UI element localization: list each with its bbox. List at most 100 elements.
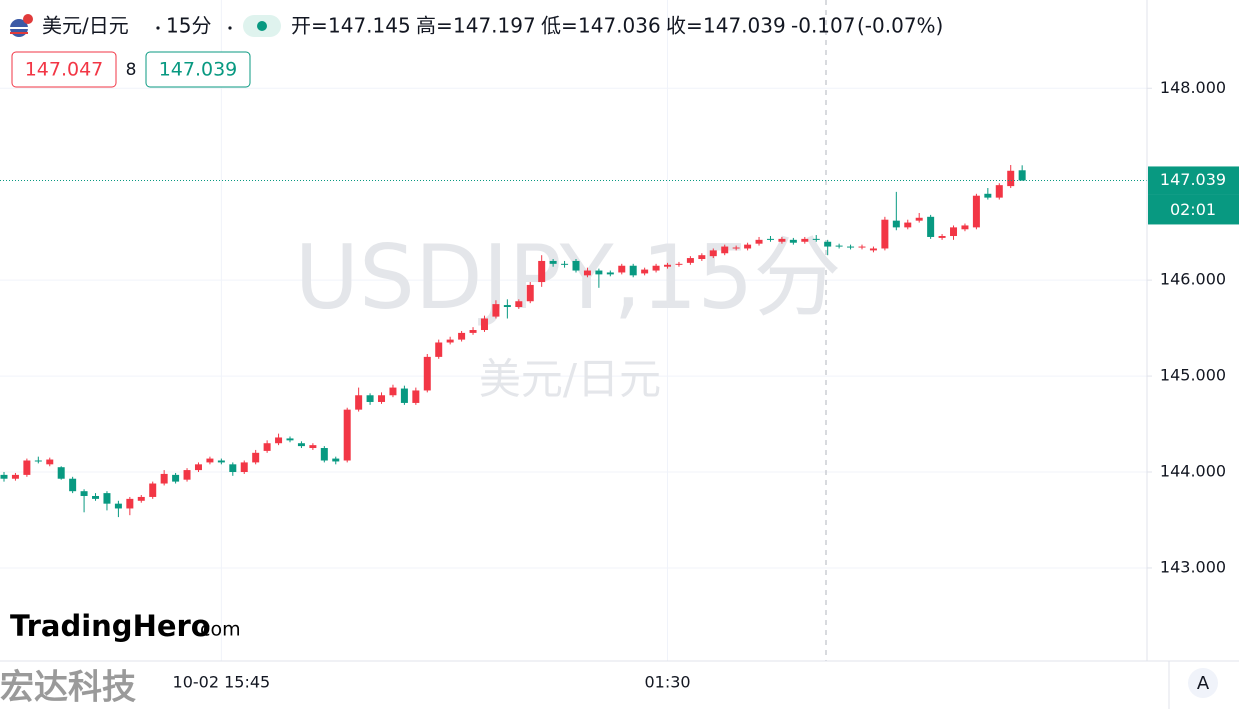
candle-body: [492, 304, 500, 317]
candle-body: [686, 258, 694, 263]
candle-body: [961, 225, 969, 230]
candle-body: [217, 460, 225, 463]
ohlc-value: 147.036: [578, 14, 661, 38]
candle-body: [34, 460, 42, 462]
candle-body: [835, 245, 843, 247]
candle-body: [366, 395, 374, 402]
ohlc-label: 低=: [541, 14, 578, 38]
y-tick-label: 143.000: [1160, 557, 1226, 576]
legend-header: 美元/日元 15分 开= 147.145 高= 147.197 低= 147.0…: [10, 14, 943, 38]
candle-body: [595, 270, 603, 275]
separator: [156, 26, 160, 30]
candle-body: [137, 496, 145, 501]
ohlc-value: 147.039: [703, 14, 786, 38]
candle-body: [606, 272, 614, 275]
y-tick-label: 144.000: [1160, 462, 1226, 481]
candle-body: [572, 260, 580, 271]
sell-price: 147.047: [25, 59, 104, 81]
price-axis: 143.000 144.000 145.000 146.000 148.000 10-02…: [173, 78, 1239, 692]
candle-body: [103, 493, 111, 504]
watermark-title: USDJPY,15分: [295, 226, 842, 329]
candle-body: [263, 443, 271, 451]
flag-badge: [23, 14, 33, 24]
candle-body: [309, 445, 317, 449]
candle-body: [286, 438, 294, 441]
candle-body: [915, 217, 923, 221]
candle-body: [469, 330, 477, 333]
candle-body: [297, 443, 305, 447]
logo-name: TradingHero: [10, 609, 211, 643]
candle-body: [561, 263, 569, 265]
candle-body: [446, 339, 454, 343]
auto-scale-button[interactable]: [1188, 668, 1218, 698]
candle-body: [400, 388, 408, 403]
candle-body: [11, 474, 19, 479]
auto-scale-label: A: [1197, 673, 1210, 694]
candle-body: [950, 227, 958, 237]
candle-body: [984, 193, 992, 198]
candle-body: [789, 239, 797, 243]
candle-body: [183, 470, 191, 480]
candle-body: [194, 464, 202, 471]
candle-body: [343, 409, 351, 461]
candle-body: [355, 395, 363, 410]
buy-price: 147.039: [159, 59, 238, 81]
candle-body: [869, 248, 877, 251]
candle-body: [938, 236, 946, 238]
y-tick-label: 148.000: [1160, 78, 1226, 97]
sell-button[interactable]: [11, 51, 117, 88]
last-price-label: 147.039: [1160, 170, 1226, 189]
candle-body: [378, 395, 386, 402]
candle-body: [824, 241, 832, 247]
y-tick-label: 146.000: [1160, 270, 1226, 289]
symbol: 美元/日元: [42, 14, 129, 38]
candle-body: [1007, 170, 1015, 187]
candle-body: [698, 255, 706, 260]
candle-body: [160, 473, 168, 484]
candle-body: [927, 216, 935, 237]
candle-body: [881, 219, 889, 249]
candle-body: [435, 342, 443, 357]
candle-body: [149, 483, 157, 497]
candle-body: [172, 474, 180, 482]
spread: 8: [126, 60, 137, 80]
candle-body: [778, 238, 786, 242]
buy-button[interactable]: [145, 51, 251, 88]
market-status-dot: [257, 21, 267, 31]
candle-body: [503, 305, 511, 307]
candle-body: [664, 264, 672, 267]
candle-body: [709, 250, 717, 257]
candle-body: [480, 318, 488, 331]
candle-body: [847, 246, 855, 248]
candle-body: [23, 460, 31, 475]
countdown-badge: [1148, 194, 1239, 225]
candle-body: [618, 265, 626, 273]
candle-body: [732, 247, 740, 249]
candle-body: [423, 356, 431, 391]
plot-area: [0, 165, 1147, 518]
candle-body: [114, 503, 122, 509]
candle-body: [904, 222, 912, 228]
candle-body: [549, 260, 557, 264]
brand-watermark: 宏达科技: [0, 668, 136, 708]
candle-body: [755, 239, 763, 244]
candle-body: [801, 238, 809, 242]
candle-body: [515, 301, 523, 307]
candle-body: [229, 464, 237, 473]
candle-body: [652, 265, 660, 271]
candle-body: [858, 246, 866, 248]
candle-body: [675, 263, 683, 265]
x-tick-label: 10-02 15:45: [173, 673, 271, 692]
candle-body: [80, 491, 88, 496]
candle-body: [458, 332, 466, 340]
candle-body: [526, 284, 534, 302]
candle-body: [69, 478, 77, 492]
ohlc-label: 高=: [416, 14, 453, 38]
last-price-badge: [1148, 166, 1239, 195]
countdown-label: 02:01: [1170, 200, 1216, 219]
candle-body: [744, 244, 752, 249]
change-percent: (-0.07%): [857, 14, 943, 38]
candle-body: [240, 462, 248, 473]
candle-body: [275, 437, 283, 444]
